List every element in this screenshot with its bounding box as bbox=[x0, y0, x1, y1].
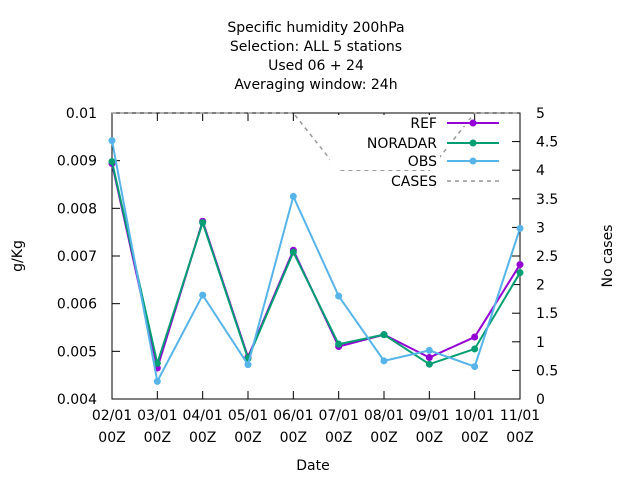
legend-bg bbox=[330, 115, 440, 132]
y-tick-label: 0.008 bbox=[57, 201, 97, 217]
data-point-noradar bbox=[471, 345, 479, 353]
data-point-noradar bbox=[108, 158, 116, 166]
data-point-ref bbox=[425, 354, 433, 362]
x-tick-label: 00Z bbox=[506, 430, 533, 446]
x-tick-label: 07/01 bbox=[318, 408, 358, 424]
y-tick-label: 0.004 bbox=[57, 392, 97, 408]
data-point-obs bbox=[199, 291, 207, 299]
y2-tick-label: 0 bbox=[536, 392, 545, 408]
data-point-noradar bbox=[335, 340, 343, 348]
x-tick-label: 10/01 bbox=[454, 408, 494, 424]
x-tick-label: 00Z bbox=[234, 430, 261, 446]
data-point-obs bbox=[425, 346, 433, 354]
data-point-noradar bbox=[516, 269, 524, 277]
y2-tick-label: 4.5 bbox=[536, 135, 558, 151]
legend-marker-obs bbox=[469, 157, 477, 165]
series-line-cases bbox=[112, 112, 520, 171]
x-tick-label: 03/01 bbox=[137, 408, 177, 424]
x-tick-label: 04/01 bbox=[182, 408, 222, 424]
y-tick-label: 0.01 bbox=[66, 106, 97, 122]
series-line-ref bbox=[111, 163, 521, 372]
x-tick-label: 00Z bbox=[416, 430, 443, 446]
y2-tick-label: 5 bbox=[536, 106, 545, 122]
data-point-ref bbox=[471, 333, 479, 341]
x-tick-label: 00Z bbox=[280, 430, 307, 446]
legend-marker-ref bbox=[469, 119, 477, 127]
x-tick-label: 00Z bbox=[370, 430, 397, 446]
legend-label-noradar: NORADAR bbox=[367, 136, 437, 152]
legend-bg bbox=[330, 135, 440, 152]
y2-tick-label: 3.5 bbox=[536, 192, 558, 208]
x-tick-label: 08/01 bbox=[364, 408, 404, 424]
y2-tick-label: 2.5 bbox=[536, 249, 558, 265]
y2-tick-label: 1.5 bbox=[536, 306, 558, 322]
chart-title-line: Selection: ALL 5 stations bbox=[230, 39, 402, 55]
legend-bg bbox=[330, 173, 440, 190]
legend-label-cases: CASES bbox=[391, 174, 437, 190]
y2-tick-label: 2 bbox=[536, 278, 545, 294]
data-point-obs bbox=[516, 224, 524, 232]
legend-label-obs: OBS bbox=[408, 154, 437, 170]
x-tick-label: 00Z bbox=[189, 430, 216, 446]
x-tick-label: 00Z bbox=[461, 430, 488, 446]
chart-title-line: Specific humidity 200hPa bbox=[227, 20, 404, 36]
series-line-noradar bbox=[111, 161, 521, 368]
data-point-obs bbox=[289, 192, 297, 200]
y2-tick-label: 4 bbox=[536, 163, 545, 179]
data-point-obs bbox=[153, 377, 161, 385]
y-tick-label: 0.006 bbox=[57, 297, 97, 313]
y-tick-label: 0.009 bbox=[57, 154, 97, 170]
y2-tick-label: 1 bbox=[536, 335, 545, 351]
data-point-obs bbox=[380, 357, 388, 365]
x-tick-label: 11/01 bbox=[500, 408, 540, 424]
x-tick-label: 00Z bbox=[325, 430, 352, 446]
data-point-noradar bbox=[153, 359, 161, 367]
series-line-obs bbox=[111, 140, 521, 385]
legend-label-ref: REF bbox=[410, 116, 437, 132]
y-tick-label: 0.007 bbox=[57, 249, 97, 265]
chart-title-line: Used 06 + 24 bbox=[268, 58, 364, 74]
data-point-obs bbox=[335, 292, 343, 300]
x-axis-label: Date bbox=[296, 458, 329, 474]
data-point-noradar bbox=[380, 331, 388, 339]
x-tick-label: 00Z bbox=[144, 430, 171, 446]
data-point-noradar bbox=[425, 360, 433, 368]
x-tick-label: 09/01 bbox=[409, 408, 449, 424]
x-tick-label: 05/01 bbox=[228, 408, 268, 424]
y2-tick-label: 3 bbox=[536, 220, 545, 236]
data-point-noradar bbox=[289, 248, 297, 256]
x-tick-label: 06/01 bbox=[273, 408, 313, 424]
x-tick-label: 00Z bbox=[98, 430, 125, 446]
data-point-obs bbox=[244, 361, 252, 369]
y-axis-label: g/Kg bbox=[10, 240, 26, 272]
legend-bg bbox=[330, 153, 440, 170]
plot-area bbox=[111, 112, 521, 400]
legend-marker-noradar bbox=[469, 139, 477, 147]
data-point-noradar bbox=[199, 219, 207, 227]
data-point-ref bbox=[516, 261, 524, 269]
y2-tick-label: 0.5 bbox=[536, 363, 558, 379]
y2-axis-label: No cases bbox=[600, 225, 616, 288]
x-tick-label: 02/01 bbox=[92, 408, 132, 424]
y-tick-label: 0.005 bbox=[57, 344, 97, 360]
data-point-obs bbox=[108, 137, 116, 145]
data-point-obs bbox=[471, 363, 479, 371]
chart-title-line: Averaging window: 24h bbox=[234, 77, 397, 93]
